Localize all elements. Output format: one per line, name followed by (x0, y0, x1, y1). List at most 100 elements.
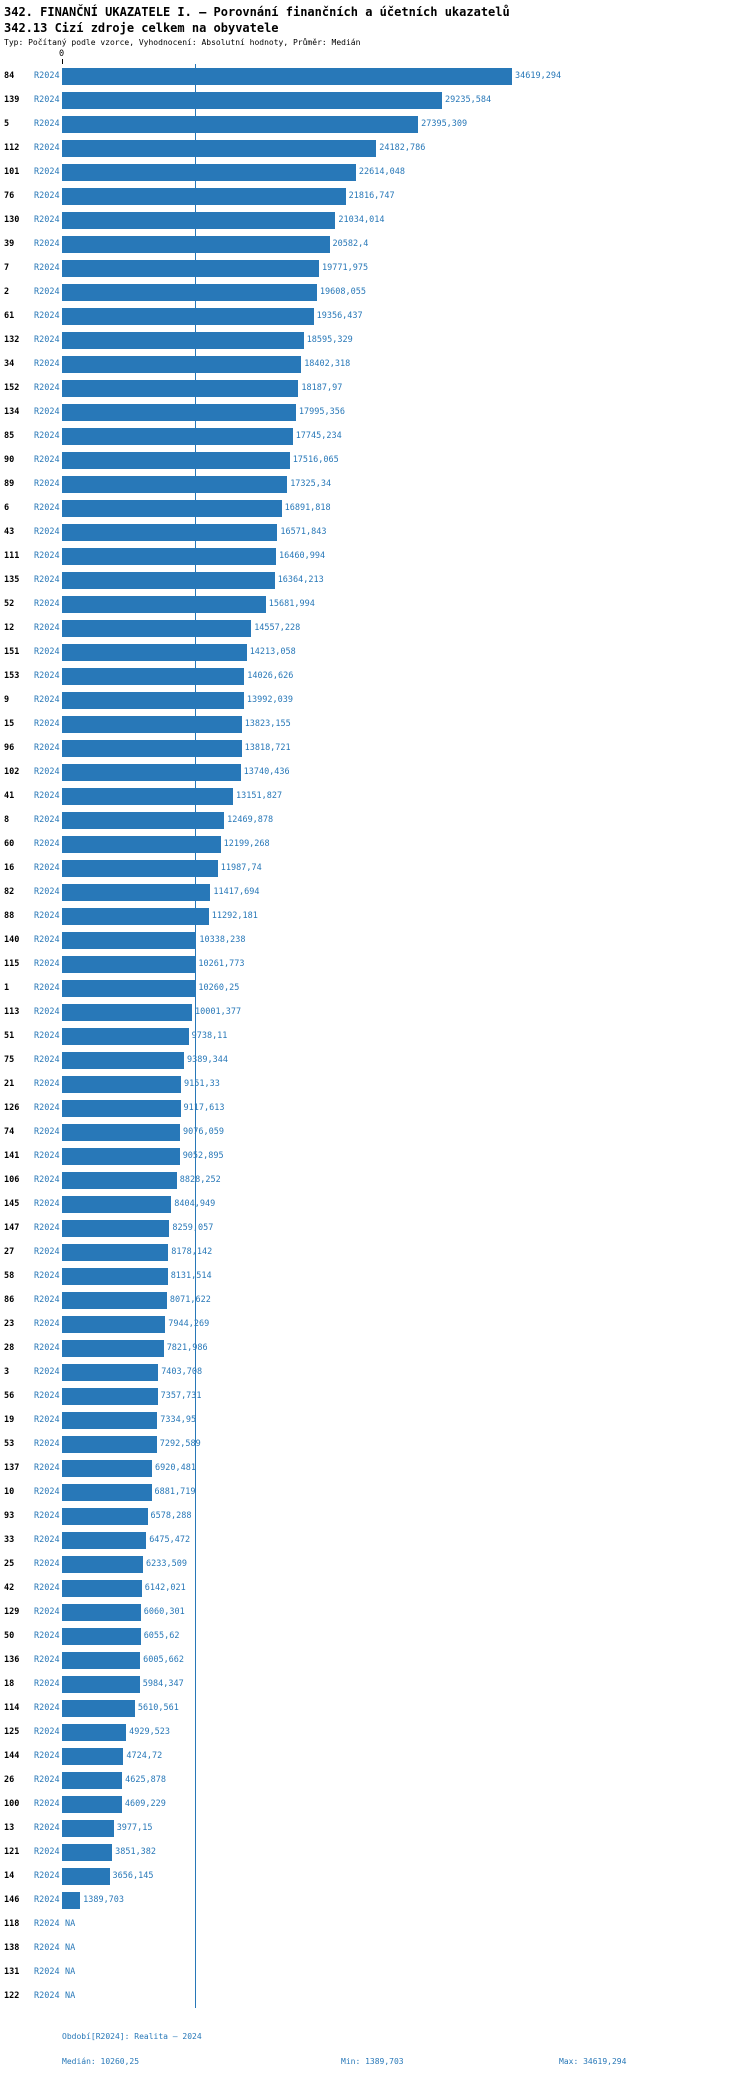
chart-row: 82 R2024 11417,694 (0, 880, 750, 904)
value-bar (62, 859, 218, 877)
row-id: 136 (4, 1655, 20, 1665)
row-period-label: R2024 (34, 359, 60, 369)
value-bar (62, 1891, 81, 1909)
row-value-label: 4724,72 (126, 1751, 163, 1761)
chart-row: 3 R2024 7403,708 (0, 1360, 750, 1384)
row-bar-track: 8259,057 (62, 1219, 750, 1237)
row-id: 102 (4, 767, 20, 777)
row-id: 121 (4, 1847, 20, 1857)
row-bar-track: 15681,994 (62, 595, 750, 613)
row-bar-track: 3656,145 (62, 1867, 750, 1885)
row-id: 3 (4, 1367, 10, 1377)
row-id: 96 (4, 743, 15, 753)
row-bar-track: 13151,827 (62, 787, 750, 805)
row-value-label: 8071,622 (169, 1295, 211, 1305)
value-bar (62, 883, 211, 901)
value-bar (62, 619, 252, 637)
row-period-label: R2024 (34, 863, 60, 873)
row-value-label: 8828,252 (179, 1175, 221, 1185)
row-value-label: 9151,33 (184, 1079, 220, 1089)
row-id: 135 (4, 575, 20, 585)
row-period-label: R2024 (34, 791, 60, 801)
row-value-label: 16460,994 (279, 551, 326, 561)
row-bar-track: 19356,437 (62, 307, 750, 325)
row-bar-track: 8178,142 (62, 1243, 750, 1261)
row-bar-track: 17995,356 (62, 403, 750, 421)
row-id: 16 (4, 863, 15, 873)
value-bar (62, 1051, 184, 1069)
row-id: 53 (4, 1439, 15, 1449)
chart-row: 76 R2024 21816,747 (0, 184, 750, 208)
row-id: 84 (4, 71, 15, 81)
row-period-label: R2024 (34, 1199, 60, 1209)
row-bar-track: 7292,589 (62, 1435, 750, 1453)
row-id: 129 (4, 1607, 20, 1617)
value-bar (62, 1339, 164, 1357)
row-bar-track: 22614,048 (62, 163, 750, 181)
chart-row: 7 R2024 19771,975 (0, 256, 750, 280)
row-value-label: NA (65, 1943, 76, 1953)
row-id: 42 (4, 1583, 15, 1593)
chart-row: 126 R2024 9117,613 (0, 1096, 750, 1120)
value-bar (62, 331, 304, 349)
row-bar-track: 12199,268 (62, 835, 750, 853)
chart-row: 125 R2024 4929,523 (0, 1720, 750, 1744)
value-bar (62, 427, 293, 445)
row-value-label: 13823,155 (244, 719, 291, 729)
chart-row: 25 R2024 6233,509 (0, 1552, 750, 1576)
row-bar-track: 6055,62 (62, 1627, 750, 1645)
row-bar-track: 10338,238 (62, 931, 750, 949)
row-id: 28 (4, 1343, 15, 1353)
row-id: 41 (4, 791, 15, 801)
row-bar-track: 20582,4 (62, 235, 750, 253)
row-id: 51 (4, 1031, 15, 1041)
chart-row: 27 R2024 8178,142 (0, 1240, 750, 1264)
chart-row: 41 R2024 13151,827 (0, 784, 750, 808)
row-period-label: R2024 (34, 839, 60, 849)
value-bar (62, 307, 314, 325)
row-period-label: R2024 (34, 1439, 60, 1449)
chart-row: 2 R2024 19608,055 (0, 280, 750, 304)
row-value-label: 3851,382 (115, 1847, 157, 1857)
value-bar (62, 91, 442, 109)
row-period-label: R2024 (34, 1223, 60, 1233)
row-value-label: 18402,318 (304, 359, 351, 369)
row-value-label: 17745,234 (295, 431, 342, 441)
row-bar-track: 13992,039 (62, 691, 750, 709)
row-bar-track: 7944,269 (62, 1315, 750, 1333)
row-bar-track: 19771,975 (62, 259, 750, 277)
row-period-label: R2024 (34, 983, 60, 993)
row-value-label: 6881,719 (154, 1487, 196, 1497)
row-bar-track: 17516,065 (62, 451, 750, 469)
row-bar-track: 8071,622 (62, 1291, 750, 1309)
chart-row: 56 R2024 7357,731 (0, 1384, 750, 1408)
row-bar-track: 27395,309 (62, 115, 750, 133)
row-bar-track: 11987,74 (62, 859, 750, 877)
row-id: 50 (4, 1631, 15, 1641)
row-value-label: 21816,747 (348, 191, 395, 201)
row-id: 6 (4, 503, 10, 513)
chart-row: 102 R2024 13740,436 (0, 760, 750, 784)
chart-row: 141 R2024 9052,895 (0, 1144, 750, 1168)
chart-rows: 84 R2024 34619,294 139 R2024 29235,584 5 R2024 2… (0, 64, 750, 2008)
value-bar (62, 139, 377, 157)
chart-row: 144 R2024 4724,72 (0, 1744, 750, 1768)
chart-row: 129 R2024 6060,301 (0, 1600, 750, 1624)
row-id: 75 (4, 1055, 15, 1065)
value-bar (62, 379, 299, 397)
value-bar (62, 1435, 157, 1453)
row-bar-track: 5984,347 (62, 1675, 750, 1693)
value-bar (62, 835, 221, 853)
row-id: 112 (4, 143, 20, 153)
row-value-label: 3656,145 (112, 1871, 154, 1881)
row-id: 61 (4, 311, 15, 321)
chart-row: 146 R2024 1389,703 (0, 1888, 750, 1912)
row-value-label: 13740,436 (243, 767, 290, 777)
row-bar-track: 14557,228 (62, 619, 750, 637)
chart-row: 34 R2024 18402,318 (0, 352, 750, 376)
row-bar-track: 9389,344 (62, 1051, 750, 1069)
row-id: 144 (4, 1751, 20, 1761)
chart-row: 15 R2024 13823,155 (0, 712, 750, 736)
chart-row: 61 R2024 19356,437 (0, 304, 750, 328)
row-period-label: R2024 (34, 407, 60, 417)
